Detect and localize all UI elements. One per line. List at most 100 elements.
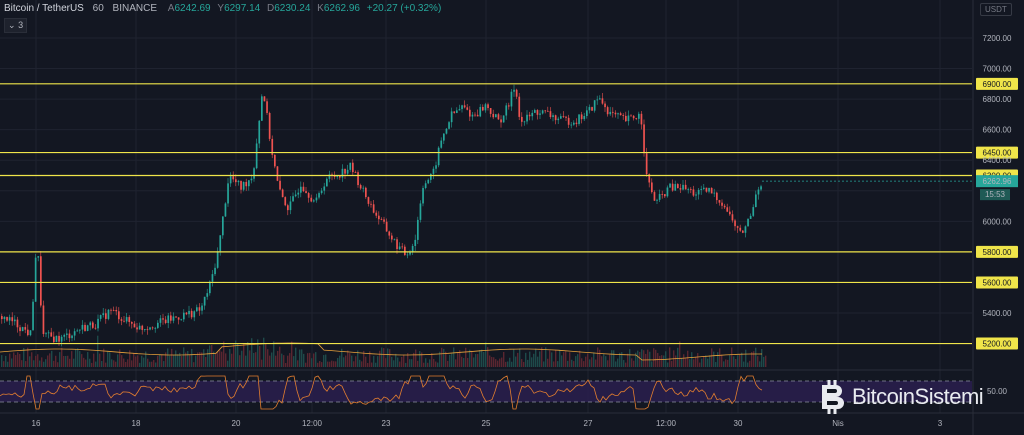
candle-body: [300, 186, 302, 193]
volume-bar: [765, 355, 767, 367]
candle-body: [131, 322, 133, 324]
volume-bar: [715, 362, 717, 367]
volume-bar: [661, 355, 663, 367]
volume-bar: [313, 353, 315, 367]
volume-bar: [519, 348, 521, 367]
volume-bar: [617, 358, 619, 367]
volume-bar: [81, 354, 83, 367]
candle-body: [570, 124, 573, 126]
candle-body: [115, 309, 118, 312]
candle-body: [404, 246, 406, 256]
candle-body: [703, 187, 705, 189]
candle-body: [489, 108, 492, 114]
volume-bar: [353, 361, 355, 367]
volume-bar: [525, 352, 527, 367]
volume-bar: [445, 351, 447, 367]
candle-body: [193, 311, 196, 318]
candle-body: [107, 309, 110, 319]
candle-body: [482, 106, 484, 111]
volume-bar: [543, 361, 545, 367]
volume-bar: [363, 350, 365, 367]
candle-body: [427, 179, 430, 184]
candle-body: [328, 174, 331, 179]
volume-bar: [63, 355, 65, 367]
volume-bar: [173, 355, 175, 367]
volume-bar: [583, 361, 585, 367]
candle-body: [138, 325, 141, 330]
volume-bar: [341, 348, 343, 367]
candle-body: [713, 192, 716, 194]
symbol-name[interactable]: Bitcoin / TetherUS: [4, 3, 84, 14]
volume-bar: [97, 335, 99, 367]
candle-body: [175, 316, 177, 318]
chevron-down-icon: ⌄: [8, 20, 16, 30]
candle-body: [21, 327, 24, 332]
candle-body: [144, 329, 146, 330]
candle-body: [661, 194, 664, 195]
volume-bar: [21, 360, 23, 367]
volume-bar: [195, 355, 197, 367]
candle-body: [110, 309, 112, 311]
volume-bar: [593, 352, 595, 367]
volume-bar: [499, 358, 501, 367]
volume-bar: [647, 349, 649, 367]
candle-body: [718, 200, 721, 203]
volume-bar: [505, 361, 507, 367]
volume-bar: [705, 355, 707, 367]
volume-bar: [369, 351, 371, 367]
candle-body: [105, 313, 107, 319]
candle-body: [640, 113, 643, 125]
volume-bar: [609, 354, 611, 367]
candle-body: [60, 336, 63, 342]
candle-body: [508, 105, 510, 107]
interval-label[interactable]: 60: [92, 3, 104, 14]
volume-bar: [319, 361, 321, 367]
volume-bar: [685, 358, 687, 367]
candle-body: [749, 215, 752, 219]
volume-bar: [595, 359, 597, 367]
candle-body: [565, 116, 567, 118]
volume-bar: [139, 362, 141, 367]
volume-bar: [31, 352, 33, 367]
volume-bar: [753, 351, 755, 367]
currency-badge[interactable]: USDT: [980, 3, 1012, 16]
candle-body: [671, 183, 674, 191]
volume-bar: [739, 354, 741, 367]
volume-bar: [9, 353, 11, 367]
volume-bar: [745, 349, 747, 367]
candle-body: [232, 176, 235, 180]
volume-bar: [147, 358, 149, 367]
candle-body: [261, 96, 263, 121]
x-tick-label: 20: [232, 419, 241, 428]
volume-bar: [129, 350, 131, 367]
collapse-indicators-button[interactable]: ⌄ 3: [4, 18, 28, 33]
candle-body: [617, 113, 619, 115]
volume-bar: [763, 356, 765, 367]
candle-body: [357, 172, 359, 186]
volume-bar: [51, 350, 53, 367]
level-tag: 5200.00: [983, 340, 1012, 349]
candle-body: [710, 187, 713, 194]
volume-bar: [731, 347, 733, 367]
volume-bar: [533, 353, 535, 367]
volume-bar: [359, 359, 361, 367]
volume-bar: [225, 353, 227, 367]
candle-body: [697, 189, 700, 195]
volume-bar: [299, 349, 301, 367]
candle-body: [554, 115, 557, 121]
candle-body: [755, 194, 757, 208]
volume-bar: [471, 350, 473, 367]
volume-bar: [393, 360, 395, 367]
candle-body: [690, 189, 692, 190]
volume-bar: [619, 352, 621, 367]
bitcoin-logo-icon: [822, 380, 844, 414]
volume-bar: [257, 339, 259, 367]
candle-body: [196, 307, 198, 312]
volume-bar: [557, 361, 559, 367]
volume-bar: [91, 362, 93, 367]
volume-bar: [669, 347, 671, 367]
volume-bar: [67, 355, 69, 367]
candle-body: [305, 191, 307, 194]
rsi-band: [0, 381, 972, 402]
